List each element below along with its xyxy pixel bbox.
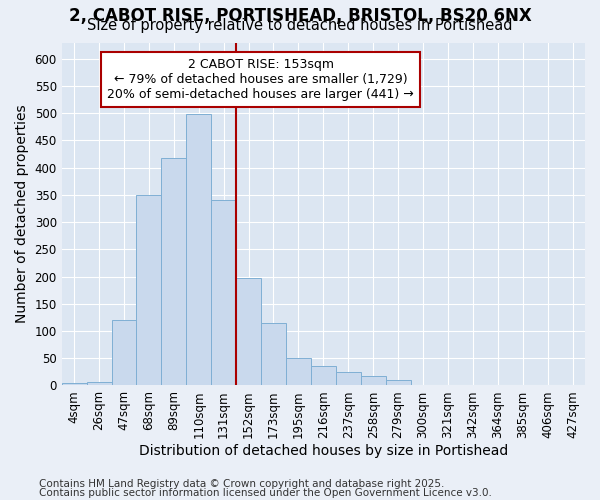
Y-axis label: Number of detached properties: Number of detached properties — [15, 104, 29, 324]
Bar — [286, 358, 311, 386]
X-axis label: Distribution of detached houses by size in Portishead: Distribution of detached houses by size … — [139, 444, 508, 458]
Bar — [386, 380, 410, 386]
Bar — [211, 200, 236, 386]
Text: Contains public sector information licensed under the Open Government Licence v3: Contains public sector information licen… — [39, 488, 492, 498]
Bar — [361, 376, 386, 386]
Bar — [236, 278, 261, 386]
Text: 2 CABOT RISE: 153sqm
← 79% of detached houses are smaller (1,729)
20% of semi-de: 2 CABOT RISE: 153sqm ← 79% of detached h… — [107, 58, 414, 101]
Bar — [336, 372, 361, 386]
Bar — [62, 384, 86, 386]
Bar — [112, 320, 136, 386]
Bar — [86, 382, 112, 386]
Bar — [186, 114, 211, 386]
Bar — [161, 158, 186, 386]
Text: Size of property relative to detached houses in Portishead: Size of property relative to detached ho… — [87, 18, 513, 33]
Bar — [136, 195, 161, 386]
Text: 2, CABOT RISE, PORTISHEAD, BRISTOL, BS20 6NX: 2, CABOT RISE, PORTISHEAD, BRISTOL, BS20… — [68, 8, 532, 26]
Text: Contains HM Land Registry data © Crown copyright and database right 2025.: Contains HM Land Registry data © Crown c… — [39, 479, 445, 489]
Bar — [311, 366, 336, 386]
Bar — [261, 323, 286, 386]
